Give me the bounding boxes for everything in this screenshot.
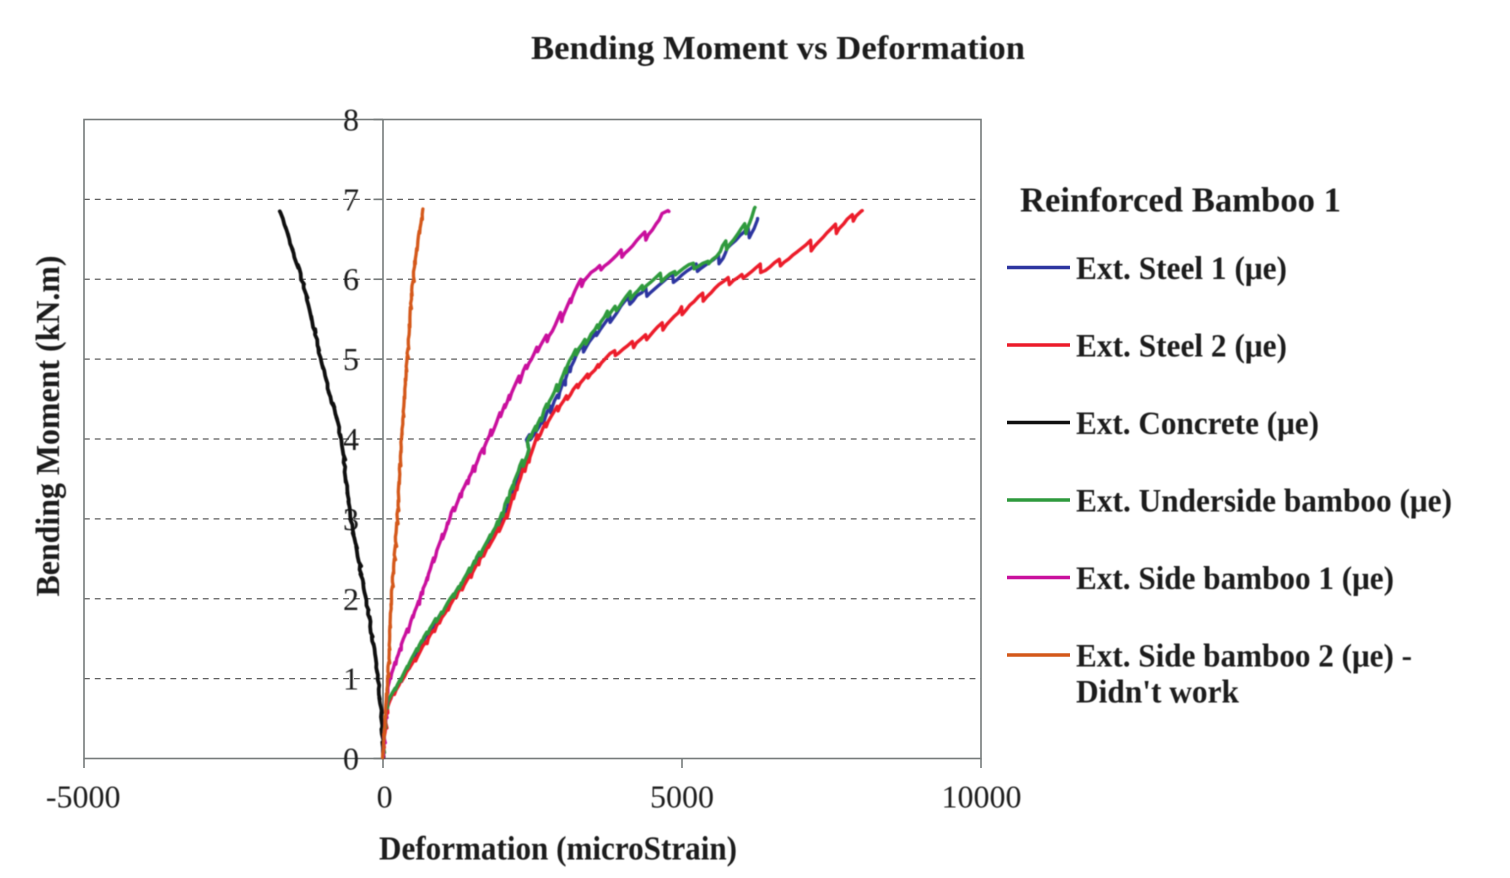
svg-text:5: 5 [343,341,359,377]
svg-text:Didn't work: Didn't work [1076,675,1240,711]
svg-text:2: 2 [343,581,359,617]
svg-text:Bending Moment vs Deformation: Bending Moment vs Deformation [531,30,1025,67]
svg-text:4: 4 [343,421,359,457]
svg-text:7: 7 [343,181,359,217]
svg-text:Reinforced Bamboo 1: Reinforced Bamboo 1 [1020,181,1341,220]
svg-text:6: 6 [343,261,359,297]
svg-text:Deformation (microStrain): Deformation (microStrain) [379,831,737,868]
svg-text:Bending Moment (kN.m): Bending Moment (kN.m) [30,256,67,597]
svg-text:Ext. Underside bamboo (μe): Ext. Underside bamboo (μe) [1076,483,1452,519]
svg-text:Ext. Concrete (μe): Ext. Concrete (μe) [1076,406,1319,442]
svg-text:1: 1 [343,661,359,697]
svg-text:0: 0 [343,741,359,777]
svg-text:5000: 5000 [650,779,714,815]
svg-text:-5000: -5000 [46,779,121,815]
svg-text:Ext. Side bamboo 2 (μe) -: Ext. Side bamboo 2 (μe) - [1076,638,1412,674]
svg-text:Ext. Side bamboo 1 (μe): Ext. Side bamboo 1 (μe) [1076,561,1394,597]
svg-text:0: 0 [377,779,393,815]
svg-text:8: 8 [343,102,359,138]
svg-text:Ext. Steel 1 (μe): Ext. Steel 1 (μe) [1076,251,1287,287]
svg-text:Ext. Steel 2 (μe): Ext. Steel 2 (μe) [1076,328,1287,364]
svg-text:10000: 10000 [942,779,1022,815]
